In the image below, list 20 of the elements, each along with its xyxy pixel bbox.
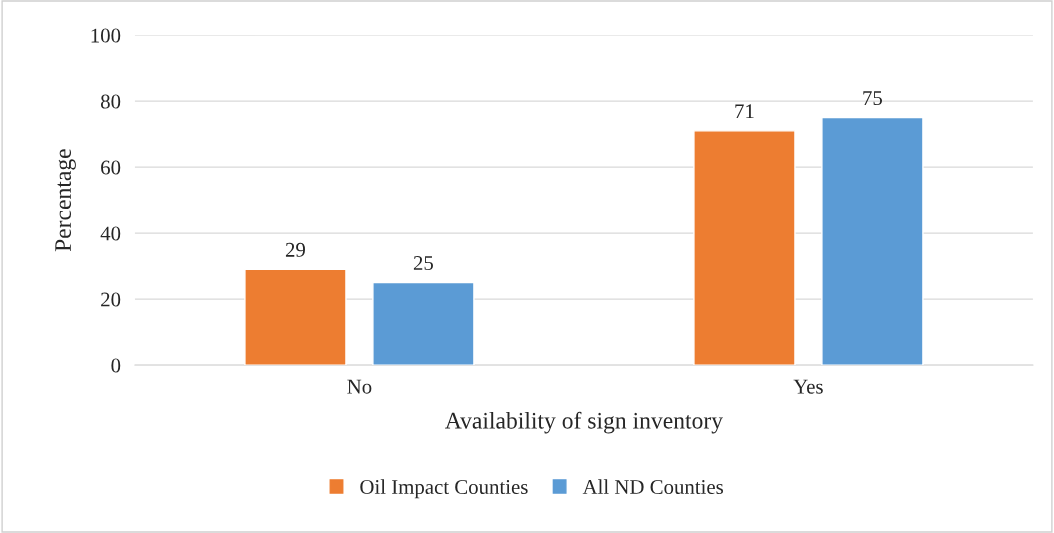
data-label: 75 [863,91,882,106]
y-tick-label: 100 [91,28,121,43]
y-tick-label: 40 [100,226,121,241]
data-label: 71 [735,104,754,119]
x-axis-title: Availability of sign inventory [445,411,723,434]
data-label: 25 [413,256,433,271]
bar [244,268,347,366]
x-tick-label: No [347,379,372,394]
x-tick-label: Yes [793,379,823,394]
y-tick-label: 60 [101,160,121,175]
y-tick-label: 20 [101,292,121,307]
legend-label: Oil Impact Counties [360,479,528,499]
bar [372,281,475,366]
legend-label: All ND Counties [582,479,723,495]
bar [821,116,924,366]
y-axis-title: Percentage [55,149,76,252]
y-tick-label: 0 [111,358,121,373]
data-label: 29 [285,242,305,257]
y-tick-label: 80 [100,94,121,109]
bar [693,130,796,366]
